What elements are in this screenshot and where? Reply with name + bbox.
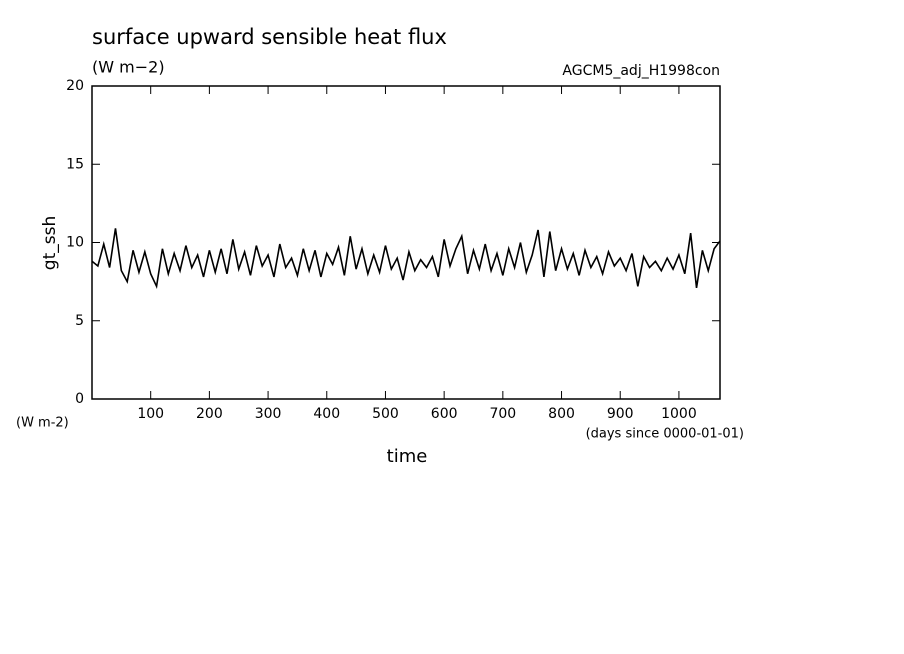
- data-line: [91, 228, 721, 290]
- x-tick-label: 100: [137, 406, 164, 422]
- x-unit: (days since 0000-01-01): [586, 427, 744, 442]
- annotation: AGCM5_adj_H1998con: [562, 63, 720, 79]
- x-tick-label: 900: [607, 406, 634, 422]
- x-tick-label: 300: [255, 406, 282, 422]
- x-tick-label: 700: [489, 406, 516, 422]
- x-tick-label: 200: [196, 406, 223, 422]
- y-tick-label: 20: [66, 78, 84, 94]
- y-axis-label: gt_ssh: [40, 216, 60, 270]
- chart-title: surface upward sensible heat flux: [92, 25, 447, 49]
- y-unit: (W m-2): [16, 416, 69, 431]
- x-tick-label: 1000: [661, 406, 697, 422]
- y-tick-label: 0: [75, 391, 84, 407]
- x-tick-label: 800: [548, 406, 575, 422]
- x-tick-label: 500: [372, 406, 399, 422]
- x-tick-label: 400: [313, 406, 340, 422]
- y-tick-label: 10: [66, 235, 84, 251]
- x-axis-label: time: [387, 446, 428, 467]
- subtitle: (W m−2): [92, 58, 165, 77]
- y-tick-label: 5: [75, 313, 84, 329]
- y-tick-label: 15: [66, 156, 84, 172]
- x-tick-label: 600: [431, 406, 458, 422]
